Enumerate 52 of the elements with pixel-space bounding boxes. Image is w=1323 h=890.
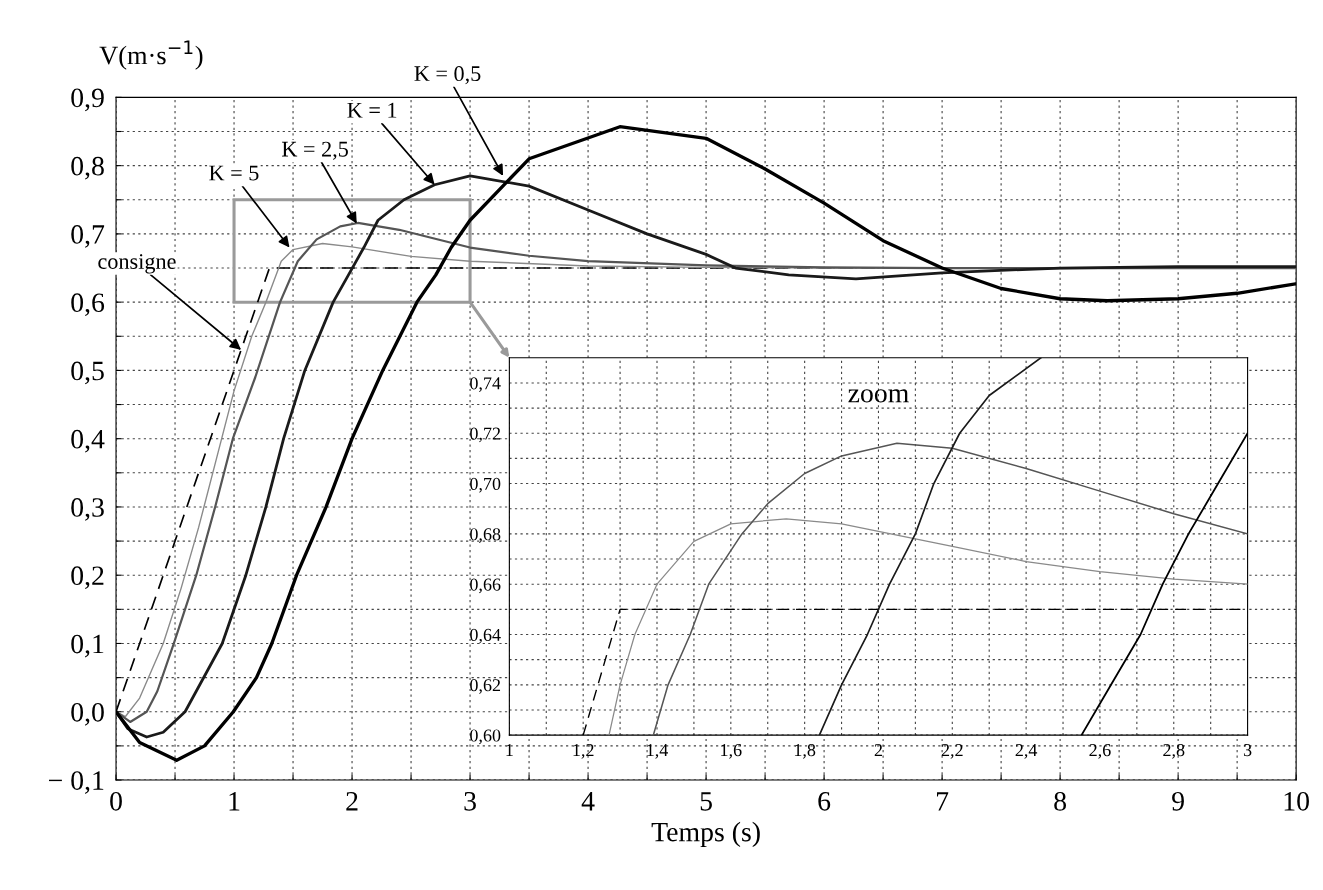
line-series — [818, 357, 1042, 736]
x-tick-label: 4 — [581, 792, 595, 811]
x-tick-label: 2 — [874, 744, 882, 756]
y-axis-title: V(m·s$^{−1}$) — [99, 40, 203, 70]
y-tick-label: 0,7 — [71, 225, 105, 248]
annotation: K = 0,5 — [414, 66, 481, 85]
annotation: K = 5 — [209, 165, 259, 181]
y-tick-label: 0,64 — [470, 628, 501, 644]
x-tick-label: 10 — [1284, 791, 1309, 811]
y-tick-label: 0,66 — [470, 578, 501, 594]
x-tick-label: 1 — [229, 792, 240, 811]
annotation: consigne — [98, 254, 176, 274]
x-tick-label: 5 — [700, 792, 712, 811]
y-tick-label: 0,1 — [71, 634, 104, 658]
y-tick-label: − 0,1 — [48, 771, 104, 794]
line-series — [652, 442, 1248, 736]
x-tick-label: 1,8 — [794, 744, 816, 759]
y-tick-label: 0,9 — [71, 88, 104, 112]
x-tick-label: 1,6 — [721, 744, 742, 759]
y-tick-label: 0,62 — [470, 679, 501, 694]
y-tick-label: 0,6 — [71, 293, 105, 317]
x-tick-label: 1,2 — [573, 744, 594, 759]
y-tick-label: 0,70 — [470, 477, 501, 493]
x-tick-label: 3 — [1243, 744, 1252, 757]
x-axis-title: Temps (s) — [651, 821, 760, 848]
y-tick-label: 0,60 — [470, 729, 501, 745]
y-tick-label: 0,0 — [71, 702, 104, 726]
y-tick-label: 0,5 — [71, 361, 104, 385]
y-tick-label: 0,72 — [470, 427, 501, 443]
x-tick-label: 8 — [1054, 791, 1067, 811]
annotation: K = 2,5 — [282, 141, 348, 160]
x-tick-label: 1,4 — [647, 744, 668, 759]
line-series — [608, 518, 1248, 736]
y-tick-label: 0,68 — [470, 528, 501, 543]
y-tick-label: 0,2 — [71, 566, 104, 590]
x-tick-label: 9 — [1172, 791, 1184, 811]
x-tick-label: 1 — [506, 744, 513, 756]
y-tick-label: 0,4 — [71, 429, 105, 453]
x-tick-label: 2 — [346, 791, 358, 811]
x-tick-label: 2,2 — [941, 744, 963, 759]
y-tick-label: 0,3 — [71, 498, 104, 521]
y-tick-label: 0,74 — [470, 377, 501, 392]
y-tick-label: 0,8 — [71, 156, 104, 180]
annotation: K = 1 — [347, 102, 397, 118]
x-tick-label: 3 — [464, 791, 476, 811]
x-tick-label: 2,8 — [1163, 744, 1185, 759]
x-tick-label: 0 — [110, 791, 122, 811]
x-tick-label: 6 — [818, 791, 831, 811]
text: zoom — [848, 389, 909, 403]
x-tick-label: 2,4 — [1015, 744, 1038, 759]
x-tick-label: 2,6 — [1089, 744, 1111, 759]
x-tick-label: 7 — [937, 792, 949, 811]
